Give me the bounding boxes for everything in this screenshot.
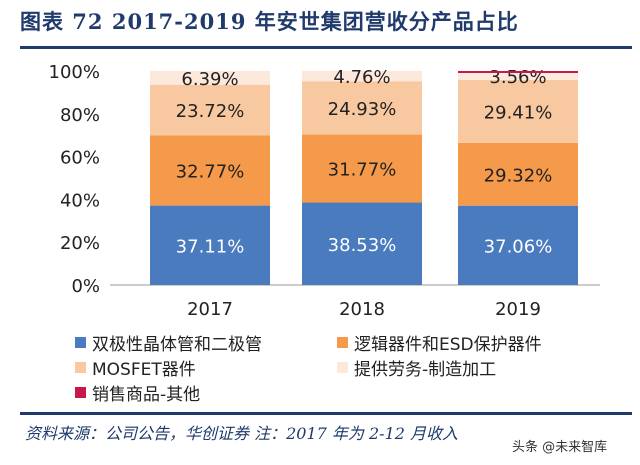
- legend-label: MOSFET器件: [92, 360, 196, 380]
- page-title: 图表 72 2017-2019 年安世集团营收分产品占比: [20, 9, 519, 34]
- data-label: 29.32%: [484, 165, 553, 186]
- data-label: 32.77%: [176, 162, 245, 183]
- legend-swatch: [75, 362, 86, 373]
- bar-segment: [150, 135, 270, 206]
- bar-segment: [150, 71, 270, 85]
- data-label: 24.93%: [328, 99, 397, 120]
- data-label: 37.11%: [176, 236, 245, 257]
- legend-label: 提供劳务-制造加工: [354, 360, 497, 380]
- bar-segment: [302, 202, 422, 285]
- legend-swatch: [75, 337, 86, 348]
- y-tick-label: 20%: [60, 233, 100, 254]
- legend-label: 销售商品-其他: [92, 385, 201, 405]
- data-label: 29.41%: [484, 102, 553, 123]
- bar-segment: [458, 71, 578, 73]
- x-tick-label: 2019: [495, 299, 541, 320]
- bar-segment: [150, 205, 270, 285]
- data-label: 37.06%: [484, 236, 553, 257]
- stacked-bar-chart: 0% 20% 40% 60% 80% 100% 37.11% 32.77% 23.72% 6.39…: [49, 62, 600, 320]
- legend-swatch: [337, 337, 348, 348]
- y-tick-label: 0%: [71, 276, 100, 297]
- y-tick-label: 40%: [60, 190, 100, 211]
- bar-segment: [302, 71, 422, 82]
- bar-segment: [150, 84, 270, 136]
- data-label: 3.56%: [489, 67, 546, 88]
- legend-item: 提供劳务-制造加工: [337, 355, 496, 380]
- watermark: 头条 @未来智库: [512, 440, 608, 455]
- data-label: 6.39%: [181, 69, 238, 90]
- y-tick-label: 60%: [60, 148, 100, 169]
- bar-segment: [458, 205, 578, 285]
- bar-segment: [302, 81, 422, 135]
- data-label: 23.72%: [176, 101, 245, 122]
- bar-segment: [458, 72, 578, 81]
- legend-label: 双极性晶体管和二极管: [92, 335, 262, 355]
- title-rule: [20, 46, 632, 49]
- bar-segment: [302, 134, 422, 203]
- legend-item: 销售商品-其他: [75, 380, 200, 405]
- legend-item: MOSFET器件: [75, 355, 196, 380]
- source-note: 资料来源：公司公告，华创证券 注：2017 年为 2-12 月收入: [25, 424, 459, 443]
- legend-item: 双极性晶体管和二极管: [75, 330, 262, 355]
- x-tick-label: 2017: [187, 299, 233, 320]
- bar-segment: [458, 142, 578, 206]
- data-label: 4.76%: [333, 67, 390, 88]
- y-tick-label: 100%: [49, 62, 100, 83]
- legend-swatch: [75, 387, 86, 398]
- bar-segment: [458, 80, 578, 143]
- legend-item: 逻辑器件和ESD保护器件: [337, 330, 542, 355]
- data-label: 31.77%: [328, 160, 397, 181]
- y-tick-label: 80%: [60, 105, 100, 126]
- data-label: 38.53%: [328, 235, 397, 256]
- footer-rule: [20, 412, 632, 415]
- legend-label: 逻辑器件和ESD保护器件: [354, 335, 542, 355]
- legend-swatch: [337, 362, 348, 373]
- x-tick-label: 2018: [339, 299, 385, 320]
